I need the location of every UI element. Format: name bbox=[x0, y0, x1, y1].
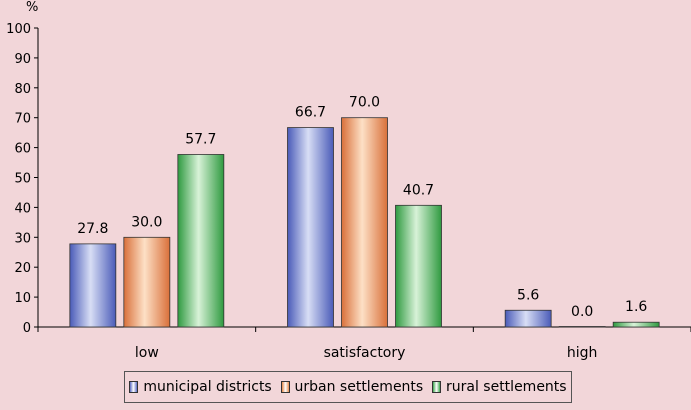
y-tick-label: 0 bbox=[23, 321, 31, 336]
y-tick-label: 100 bbox=[6, 22, 31, 37]
data-label: 5.6 bbox=[517, 287, 539, 303]
bar bbox=[558, 326, 606, 328]
y-tick-label: 50 bbox=[14, 172, 31, 187]
y-tick-label: 40 bbox=[14, 201, 31, 216]
y-tick-label: 10 bbox=[14, 291, 31, 306]
y-tick-label: 30 bbox=[14, 231, 31, 246]
y-tick-label: 70 bbox=[14, 112, 31, 127]
legend-swatch bbox=[431, 381, 441, 393]
x-tick-label: satisfactory bbox=[324, 345, 406, 361]
y-axis-unit: % bbox=[26, 0, 39, 15]
x-tick-label: high bbox=[567, 345, 598, 361]
legend-item: urban settlements bbox=[280, 379, 424, 395]
bar bbox=[612, 321, 660, 328]
y-tick-label: 80 bbox=[14, 82, 31, 97]
bar bbox=[504, 309, 552, 328]
bar bbox=[69, 243, 117, 328]
data-label: 66.7 bbox=[295, 105, 326, 121]
chart-legend: municipal districts urban settlements rura… bbox=[124, 371, 572, 403]
bar bbox=[123, 236, 171, 328]
legend-label: rural settlements bbox=[445, 379, 567, 395]
data-label: 1.6 bbox=[625, 299, 647, 315]
legend-item: municipal districts bbox=[129, 379, 272, 395]
legend-swatch bbox=[280, 381, 290, 393]
legend-label: municipal districts bbox=[143, 379, 272, 395]
data-label: 70.0 bbox=[349, 95, 380, 111]
legend-swatch bbox=[129, 381, 139, 393]
bar bbox=[395, 204, 442, 328]
data-label: 0.0 bbox=[571, 304, 593, 320]
bar bbox=[287, 127, 334, 328]
legend-item: rural settlements bbox=[431, 379, 567, 395]
bar bbox=[341, 117, 388, 328]
x-tick-label: low bbox=[135, 345, 159, 361]
y-tick-label: 60 bbox=[14, 142, 31, 157]
data-label: 57.7 bbox=[185, 131, 216, 147]
data-label: 40.7 bbox=[403, 182, 434, 198]
data-label: 27.8 bbox=[77, 221, 108, 237]
legend-label: urban settlements bbox=[294, 379, 424, 395]
bar bbox=[177, 154, 225, 328]
y-tick-label: 20 bbox=[14, 261, 31, 276]
y-tick-label: 90 bbox=[14, 52, 31, 67]
data-label: 30.0 bbox=[131, 214, 162, 230]
